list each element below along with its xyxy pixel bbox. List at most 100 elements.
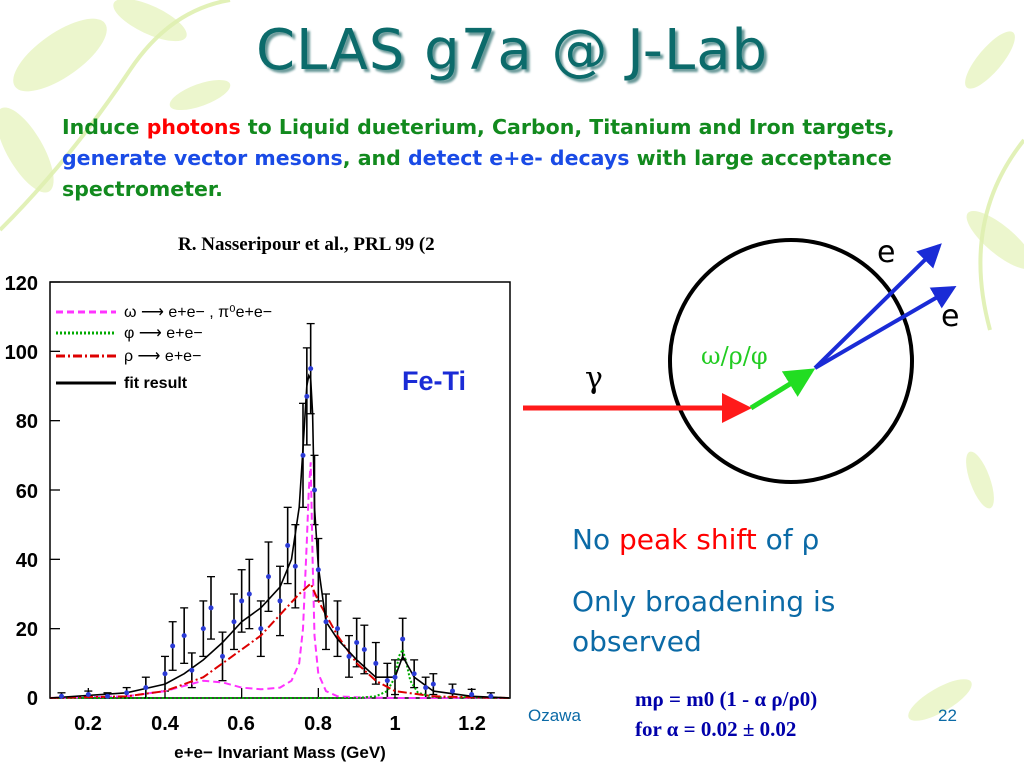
data-point — [400, 636, 406, 642]
y-tick-label: 100 — [5, 342, 38, 364]
electron-arrow-lower — [813, 285, 957, 370]
decay-diagram: γ ω/ρ/φ e e — [523, 235, 959, 484]
data-point — [308, 366, 314, 372]
series-line — [49, 373, 511, 699]
data-point — [59, 693, 64, 699]
x-tick-label: 0.6 — [227, 713, 255, 735]
legend-swatches — [56, 310, 116, 385]
error-bars — [57, 322, 495, 699]
data-point — [354, 640, 360, 646]
data-point — [266, 574, 271, 580]
data-point — [105, 693, 110, 699]
data-point — [246, 591, 252, 597]
intro-text-part: , and — [342, 146, 408, 170]
data-point — [231, 619, 237, 625]
data-point — [423, 685, 429, 691]
note-line: observed — [572, 625, 702, 658]
x-tick-label: 0.4 — [151, 713, 180, 735]
data-point — [220, 653, 225, 659]
reference-citation: R. Nasseripour et al., PRL 99 (2 — [178, 234, 435, 255]
x-tick-label: 0.8 — [304, 713, 332, 735]
legend-label: fit result — [124, 375, 188, 392]
note-no-peak-shift: No peak shift of ρ — [572, 520, 819, 560]
meson-label: ω/ρ/φ — [701, 342, 768, 370]
data-point — [162, 671, 168, 677]
y-tick-label: 120 — [5, 273, 38, 295]
intro-highlight-photons: photons — [146, 115, 241, 139]
note-broadening: Only broadening is observed — [572, 582, 835, 662]
x-tick-label: 1 — [389, 713, 400, 735]
data-point — [143, 685, 149, 691]
chart-title-fe-ti: Fe-Ti — [402, 366, 466, 396]
y-tick-label: 20 — [16, 619, 38, 641]
intro-highlight-detect: detect e+e- decays — [407, 146, 630, 170]
data-point — [239, 598, 245, 604]
data-point — [304, 393, 310, 399]
series-line — [49, 462, 510, 699]
data-point — [384, 678, 390, 684]
data-point — [411, 671, 417, 677]
intro-text-part: Induce — [62, 115, 147, 139]
intro-highlight-generate: generate vector mesons — [62, 146, 343, 170]
series-lines — [49, 373, 511, 699]
data-point — [85, 692, 91, 698]
note-line: Only broadening is — [572, 585, 836, 618]
y-tick-label: 60 — [16, 481, 38, 503]
y-tick-marks — [50, 281, 60, 699]
note-text: No — [572, 523, 619, 556]
data-point — [392, 674, 398, 680]
data-point — [315, 567, 321, 573]
footer-author: Ozawa — [528, 706, 581, 725]
data-point — [300, 452, 306, 458]
data-point — [430, 681, 436, 687]
intro-text-part: with large acceptance spectrometer. — [62, 146, 892, 201]
data-point — [361, 646, 367, 652]
data-point — [312, 487, 317, 493]
x-tick-label: 1.2 — [458, 713, 486, 735]
x-axis-label: e+e− Invariant Mass (GeV) — [174, 743, 386, 762]
data-point — [323, 619, 329, 625]
data-point — [292, 563, 298, 569]
footer-page-number: 22 — [938, 706, 957, 725]
data-point — [488, 693, 494, 699]
legend-label: φ ⟶ e+e− — [124, 325, 203, 342]
data-point — [469, 692, 475, 698]
data-point — [170, 643, 176, 649]
series-line — [50, 646, 511, 699]
slide-title: CLAS g7a @ J-Lab — [255, 18, 769, 83]
electron-label-lower: e — [941, 299, 959, 334]
data-point — [181, 633, 187, 639]
mass-formula: mρ = m0 (1 - α ρ/ρ0) for α = 0.02 ± 0.02 — [635, 684, 817, 744]
intro-text-part: to Liquid dueterium, Carbon, Titanium an… — [240, 115, 895, 139]
data-point — [200, 626, 206, 632]
data-point — [124, 690, 130, 696]
electron-arrow-upper — [813, 243, 942, 370]
gamma-label: γ — [585, 361, 603, 396]
data-point — [189, 667, 195, 673]
data-point — [277, 598, 283, 604]
data-point — [373, 660, 379, 666]
series-line — [49, 581, 511, 699]
formula-line-2: for α = 0.02 ± 0.02 — [635, 717, 797, 741]
data-point — [208, 605, 214, 611]
data-point — [450, 688, 455, 694]
y-tick-label: 80 — [16, 411, 38, 433]
y-tick-label: 0 — [27, 688, 38, 710]
electron-label-upper: e — [877, 235, 895, 270]
data-point — [335, 626, 340, 632]
formula-line-1: mρ = m0 (1 - α ρ/ρ0) — [635, 687, 818, 711]
legend-label: ω ⟶ e+e− , π⁰e+e− — [124, 304, 272, 321]
y-tick-label: 40 — [16, 550, 38, 572]
note-highlight-peak-shift: peak shift — [618, 523, 757, 556]
data-point — [346, 653, 352, 659]
note-text: of ρ — [756, 523, 820, 556]
intro-text: Induce photons to Liquid dueterium, Carb… — [62, 112, 1002, 205]
data-point — [285, 542, 291, 548]
data-point — [258, 626, 264, 632]
legend-label: ρ ⟶ e+e− — [124, 348, 201, 365]
x-tick-label: 0.2 — [74, 713, 102, 735]
data-points — [59, 366, 494, 699]
detector-circle — [668, 238, 914, 484]
